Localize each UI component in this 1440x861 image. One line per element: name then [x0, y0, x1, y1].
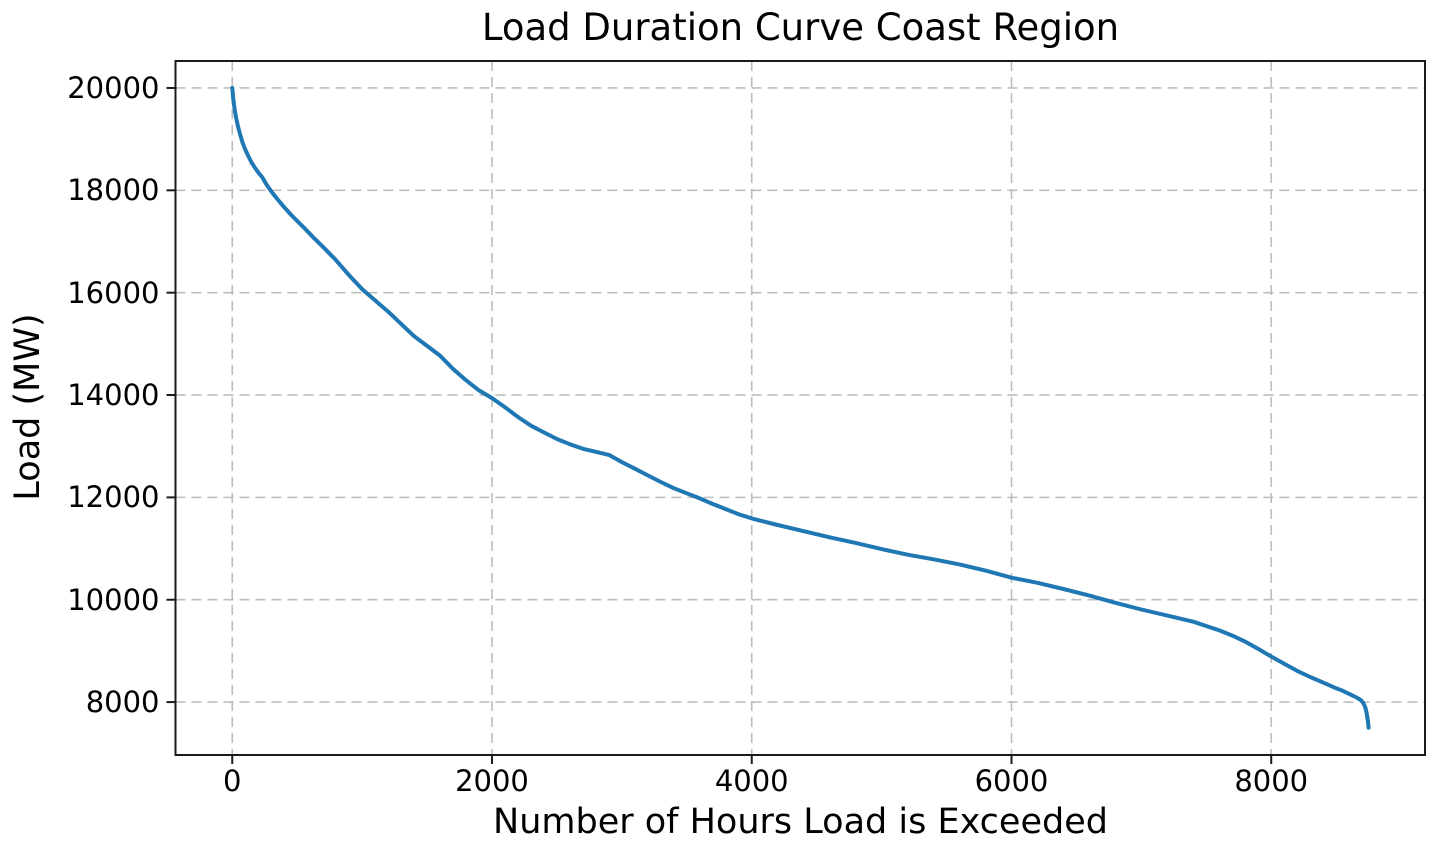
x-tick-label: 8000 — [1234, 764, 1309, 798]
x-tick-label: 4000 — [714, 764, 789, 798]
y-tick-label: 20000 — [67, 70, 160, 105]
x-tick-label: 0 — [223, 764, 242, 798]
y-tick-label: 12000 — [67, 480, 160, 515]
y-tick-label: 14000 — [67, 378, 160, 413]
x-tick-label: 2000 — [455, 764, 529, 798]
y-tick-label: 8000 — [85, 685, 160, 720]
plot-border — [174, 60, 1426, 756]
x-axis-label: Number of Hours Load is Exceeded — [493, 802, 1108, 842]
chart-title: Load Duration Curve Coast Region — [481, 6, 1120, 49]
y-tick-label: 18000 — [67, 173, 160, 208]
x-tick-label: 6000 — [974, 764, 1049, 798]
y-axis-label: Load (MW) — [8, 313, 48, 501]
y-tick-label: 10000 — [67, 582, 160, 617]
y-tick-label: 16000 — [67, 275, 160, 310]
load-duration-curve — [230, 86, 1371, 730]
